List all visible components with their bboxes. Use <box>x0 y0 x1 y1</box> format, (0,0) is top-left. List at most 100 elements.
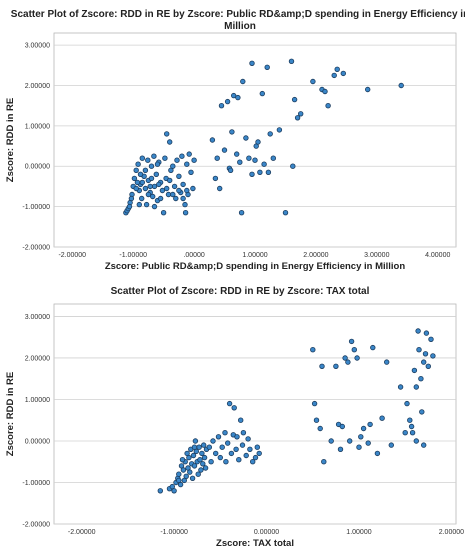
y-tick-label: 2.00000 <box>25 355 50 362</box>
data-point <box>202 465 209 471</box>
data-point <box>186 454 192 461</box>
y-tick-label: -2.00000 <box>22 245 50 252</box>
y-tick-label: 2.00000 <box>25 83 50 90</box>
data-point <box>430 353 436 359</box>
data-point <box>334 66 340 72</box>
data-point <box>331 72 337 79</box>
data-point <box>398 82 404 89</box>
x-tick-label: -2.00000 <box>68 529 96 536</box>
data-point <box>222 430 228 436</box>
data-point <box>179 153 185 159</box>
data-point <box>187 469 193 475</box>
data-point <box>298 111 304 117</box>
data-point <box>339 423 345 430</box>
data-point <box>418 376 424 382</box>
data-point <box>264 64 270 70</box>
x-tick-label: 1.00000 <box>346 529 371 536</box>
data-point <box>216 185 223 192</box>
data-point <box>166 139 173 145</box>
data-point <box>348 338 355 345</box>
data-point <box>358 434 364 440</box>
data-point <box>249 60 255 66</box>
x-tick-label: 3.00000 <box>364 252 389 259</box>
data-point <box>249 459 256 465</box>
y-tick-label: 3.00000 <box>25 43 50 50</box>
data-point <box>191 157 197 163</box>
data-point <box>321 459 327 465</box>
data-point <box>133 185 139 192</box>
data-point <box>223 459 229 465</box>
data-point <box>134 179 141 186</box>
data-point <box>413 384 419 390</box>
data-point <box>212 450 219 457</box>
data-point <box>384 359 390 365</box>
data-point <box>397 384 404 390</box>
x-tick-label: 0.00000 <box>254 529 279 536</box>
data-point <box>224 440 231 446</box>
data-point <box>360 425 367 432</box>
data-point <box>259 90 265 97</box>
data-point <box>233 446 239 452</box>
data-point <box>310 347 316 353</box>
data-point <box>411 367 418 374</box>
chart-1-points <box>123 58 404 216</box>
data-point <box>139 179 145 186</box>
x-tick-label: 4.00000 <box>425 252 450 259</box>
data-point <box>210 438 216 444</box>
data-point <box>128 195 135 202</box>
x-tick-label: 1.00000 <box>242 252 267 259</box>
data-point <box>354 355 360 361</box>
chart-1-plot-frame <box>53 32 457 248</box>
chart-1-y-axis-label: Zscore: RDD in RE <box>5 98 16 182</box>
y-tick-label: 0.00000 <box>25 438 50 445</box>
data-point <box>176 173 182 179</box>
data-point <box>351 347 357 353</box>
data-point <box>173 195 179 202</box>
chart-1-x-axis-label: Zscore: Public RD&amp;D spending in Ener… <box>105 261 406 272</box>
data-point <box>184 187 190 194</box>
data-point <box>415 328 421 334</box>
data-point <box>201 454 208 461</box>
data-point <box>200 461 206 467</box>
data-point <box>133 167 139 173</box>
data-point <box>157 488 163 494</box>
data-point <box>256 450 262 457</box>
data-point <box>176 477 182 484</box>
data-point <box>230 92 237 99</box>
data-point <box>310 78 316 85</box>
y-tick-label: -1.00000 <box>22 204 50 211</box>
data-point <box>156 181 162 188</box>
data-point <box>163 185 170 192</box>
x-tick-label: 2.00000 <box>303 252 328 259</box>
data-point <box>319 363 325 369</box>
x-tick-label: -1.00000 <box>160 529 188 536</box>
data-point <box>191 444 198 450</box>
data-point <box>136 201 142 208</box>
y-tick-label: 0.00000 <box>25 164 50 171</box>
data-point <box>337 446 344 452</box>
data-point <box>276 127 283 133</box>
data-point <box>249 171 255 177</box>
chart-2-x-ticks: -2.00000 -1.00000 0.00000 1.00000 2.00000 <box>68 529 464 536</box>
data-point <box>145 157 151 163</box>
data-point <box>147 183 153 190</box>
data-point <box>200 442 207 448</box>
data-point <box>236 457 242 463</box>
data-point <box>238 209 245 216</box>
data-point <box>166 177 173 184</box>
data-point <box>402 430 408 436</box>
data-point <box>365 440 371 446</box>
data-point <box>270 155 276 161</box>
x-tick-label: 2.00000 <box>439 529 464 536</box>
data-point <box>243 452 249 459</box>
data-point <box>180 181 186 188</box>
data-point <box>212 175 219 182</box>
data-point <box>139 155 145 161</box>
chart-1-gridlines <box>54 44 456 248</box>
data-point <box>422 351 429 357</box>
chart-2-points <box>157 328 436 494</box>
data-point <box>257 169 263 175</box>
data-point <box>247 446 253 452</box>
data-point <box>148 163 155 169</box>
data-point <box>170 191 176 198</box>
